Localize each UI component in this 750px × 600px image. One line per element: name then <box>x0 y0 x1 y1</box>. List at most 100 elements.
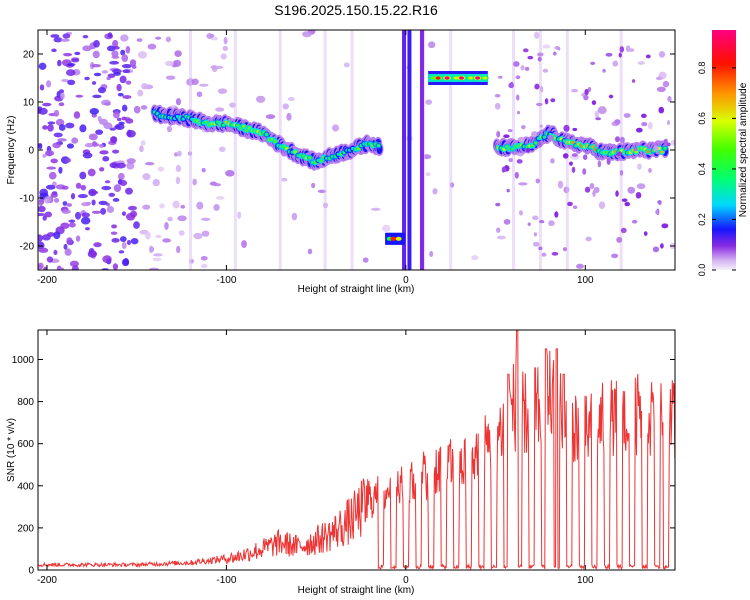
noise-blob <box>58 89 65 94</box>
signal-mark <box>402 232 405 245</box>
x-tick-label: -200 <box>37 575 57 586</box>
noise-blob <box>666 119 671 126</box>
noise-blob <box>106 205 115 214</box>
noise-blob <box>66 143 75 149</box>
noise-blob <box>81 212 91 218</box>
noise-blob <box>102 156 110 162</box>
noise-blob <box>177 150 182 157</box>
signal-mark <box>444 76 450 80</box>
noise-blob <box>91 81 97 85</box>
noise-blob <box>536 102 543 107</box>
noise-blob <box>71 265 79 270</box>
noise-blob <box>68 219 76 223</box>
noise-streak <box>449 30 453 270</box>
noise-blob <box>616 236 623 243</box>
noise-blob <box>77 194 88 199</box>
noise-blob <box>122 95 132 100</box>
noise-blob <box>99 150 109 155</box>
signal-mark <box>264 132 269 137</box>
noise-blob <box>667 95 672 102</box>
noise-blob <box>572 127 578 132</box>
noise-blob <box>553 51 557 56</box>
noise-blob <box>80 184 87 191</box>
noise-blob <box>589 183 595 190</box>
noise-blob <box>503 219 511 225</box>
noise-blob <box>74 51 81 56</box>
noise-blob <box>201 230 210 237</box>
y-tick-label: 20 <box>23 50 35 61</box>
noise-blob <box>107 73 116 79</box>
noise-blob <box>129 59 137 67</box>
noise-blob <box>82 152 93 159</box>
noise-blob <box>126 129 132 138</box>
noise-blob <box>61 78 69 83</box>
noise-blob <box>108 192 116 197</box>
x-tick-label: 0 <box>403 275 409 286</box>
noise-blob <box>125 187 133 195</box>
x-tick-label: 0 <box>403 575 409 586</box>
noise-blob <box>53 249 58 256</box>
noise-blob <box>670 139 675 146</box>
interference-streak <box>407 30 412 270</box>
noise-blob <box>540 85 544 93</box>
noise-blob <box>125 118 134 124</box>
noise-blob <box>66 69 76 77</box>
noise-blob <box>200 255 208 261</box>
noise-blob <box>91 210 102 214</box>
noise-blob <box>153 253 163 257</box>
noise-blob <box>126 239 132 246</box>
noise-blob <box>177 215 187 222</box>
noise-blob <box>119 75 127 84</box>
x-tick-label: -100 <box>216 275 236 286</box>
noise-streak <box>538 30 542 270</box>
noise-blob <box>38 262 44 270</box>
noise-blob <box>537 141 542 147</box>
noise-blob <box>542 44 551 49</box>
x-tick-label: -200 <box>37 275 57 286</box>
noise-blob <box>65 122 75 129</box>
noise-blob <box>44 211 53 218</box>
y-tick-label: -10 <box>20 194 35 205</box>
snr-x-ticks: -200 -100 0 100 <box>37 330 594 586</box>
noise-blob <box>84 76 90 81</box>
snr-frame <box>37 329 676 571</box>
noise-blob <box>97 86 106 94</box>
noise-blob <box>116 83 122 92</box>
noise-blob <box>550 158 555 164</box>
noise-streak <box>233 30 237 270</box>
noise-blob <box>58 166 63 174</box>
noise-blob <box>557 180 564 189</box>
noise-blob <box>518 210 523 216</box>
noise-blob <box>112 68 122 74</box>
noise-blob <box>506 188 510 193</box>
noise-blob <box>662 80 670 88</box>
noise-blob <box>112 149 120 154</box>
noise-blob <box>38 205 46 213</box>
noise-blob <box>127 205 138 211</box>
noise-blob <box>152 178 160 187</box>
noise-blob <box>541 252 547 257</box>
noise-blob <box>571 166 576 173</box>
noise-blob <box>46 80 52 88</box>
noise-blob <box>533 232 538 237</box>
noise-blob <box>130 237 139 245</box>
snr-background <box>38 330 675 570</box>
snr-y-ticks: 0 200 400 600 800 1000 <box>12 355 675 577</box>
noise-blob <box>618 52 622 58</box>
noise-streak <box>323 30 327 270</box>
noise-streak <box>565 30 569 270</box>
colorbar-tick-label: 0.2 <box>697 213 707 226</box>
noise-blob <box>71 137 79 144</box>
noise-blob <box>572 205 578 210</box>
noise-blob <box>612 60 619 67</box>
noise-blob <box>220 53 227 60</box>
noise-blob <box>91 63 102 68</box>
noise-blob <box>121 116 127 121</box>
noise-blob <box>527 222 531 227</box>
noise-blob <box>121 211 127 216</box>
noise-blob <box>88 133 98 141</box>
y-tick-label: -20 <box>20 242 35 253</box>
noise-blob <box>595 117 602 121</box>
noise-blob <box>494 102 501 110</box>
